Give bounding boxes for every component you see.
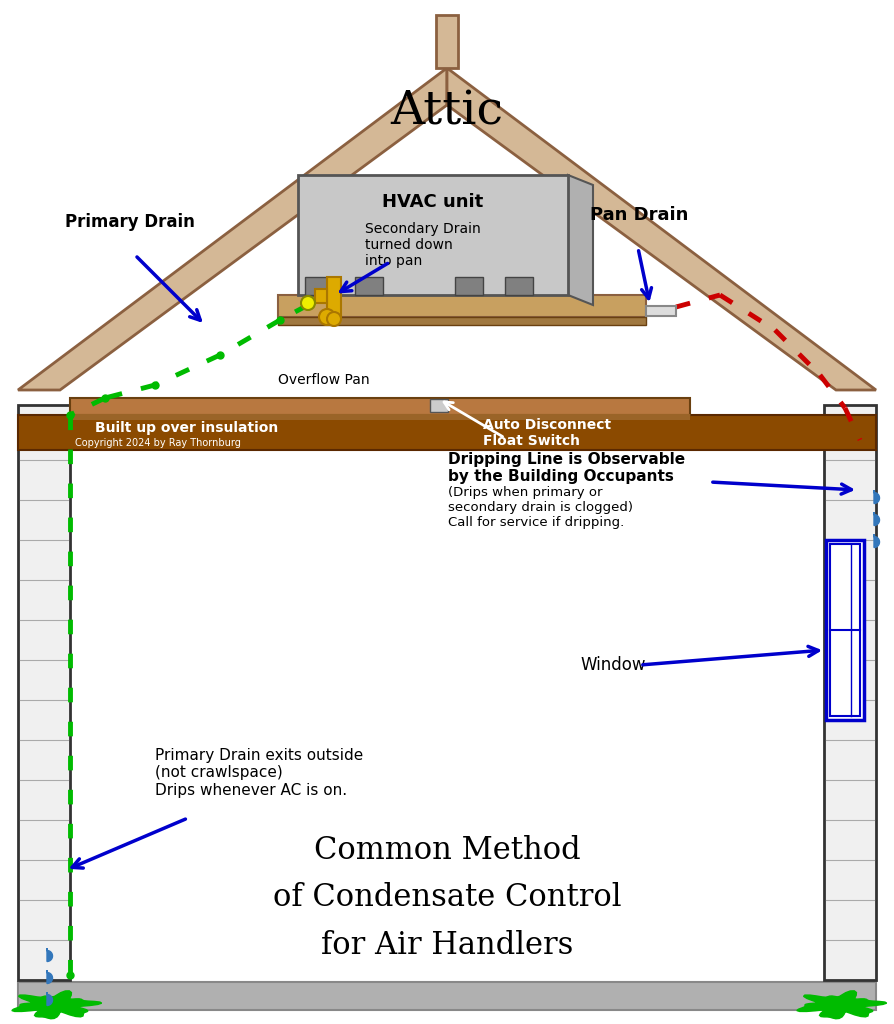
Text: HVAC unit: HVAC unit bbox=[383, 193, 484, 211]
Bar bbox=[646, 306, 676, 316]
Text: Overflow Pan: Overflow Pan bbox=[278, 373, 369, 387]
Text: Built up over insulation: Built up over insulation bbox=[95, 421, 278, 435]
Polygon shape bbox=[568, 175, 593, 305]
Polygon shape bbox=[47, 992, 53, 1006]
Bar bbox=[70, 414, 690, 420]
Text: Auto Disconnect
Float Switch: Auto Disconnect Float Switch bbox=[483, 418, 611, 449]
Bar bbox=[298, 175, 568, 295]
Polygon shape bbox=[874, 534, 880, 548]
Polygon shape bbox=[874, 490, 880, 504]
Bar bbox=[355, 278, 383, 295]
Polygon shape bbox=[47, 948, 53, 962]
Bar bbox=[430, 399, 448, 412]
Bar bbox=[278, 317, 646, 325]
Polygon shape bbox=[47, 970, 53, 983]
Circle shape bbox=[301, 296, 315, 310]
Bar bbox=[824, 406, 876, 980]
Bar bbox=[327, 278, 341, 317]
Bar bbox=[18, 406, 70, 980]
Text: Primary Drain: Primary Drain bbox=[65, 213, 195, 231]
Bar bbox=[70, 398, 690, 415]
Bar bbox=[18, 415, 876, 450]
Text: Copyright 2024 by Ray Thornburg: Copyright 2024 by Ray Thornburg bbox=[75, 438, 240, 449]
Polygon shape bbox=[874, 512, 880, 525]
Text: Window: Window bbox=[580, 656, 645, 674]
Polygon shape bbox=[447, 68, 876, 390]
Text: Attic: Attic bbox=[391, 89, 503, 134]
Bar bbox=[18, 982, 876, 1010]
Text: (Drips when primary or
secondary drain is clogged)
Call for service if dripping.: (Drips when primary or secondary drain i… bbox=[448, 486, 633, 529]
Text: Secondary Drain
turned down
into pan: Secondary Drain turned down into pan bbox=[365, 222, 481, 268]
Polygon shape bbox=[18, 68, 447, 390]
Polygon shape bbox=[12, 991, 102, 1019]
Circle shape bbox=[327, 312, 341, 326]
Bar bbox=[278, 295, 646, 317]
Bar bbox=[830, 544, 860, 716]
Text: Common Method
of Condensate Control
for Air Handlers: Common Method of Condensate Control for … bbox=[273, 835, 621, 962]
Polygon shape bbox=[797, 991, 887, 1019]
Text: Pan Drain: Pan Drain bbox=[590, 206, 688, 224]
Bar bbox=[826, 540, 864, 720]
Text: Dripping Line is Observable
by the Building Occupants: Dripping Line is Observable by the Build… bbox=[448, 452, 685, 484]
Circle shape bbox=[319, 309, 335, 325]
Bar bbox=[305, 278, 333, 295]
Bar bbox=[436, 15, 458, 68]
Bar bbox=[505, 278, 533, 295]
Bar bbox=[455, 278, 483, 295]
Text: Primary Drain exits outside
(not crawlspace)
Drips whenever AC is on.: Primary Drain exits outside (not crawlsp… bbox=[155, 748, 363, 798]
Bar bbox=[315, 289, 327, 303]
